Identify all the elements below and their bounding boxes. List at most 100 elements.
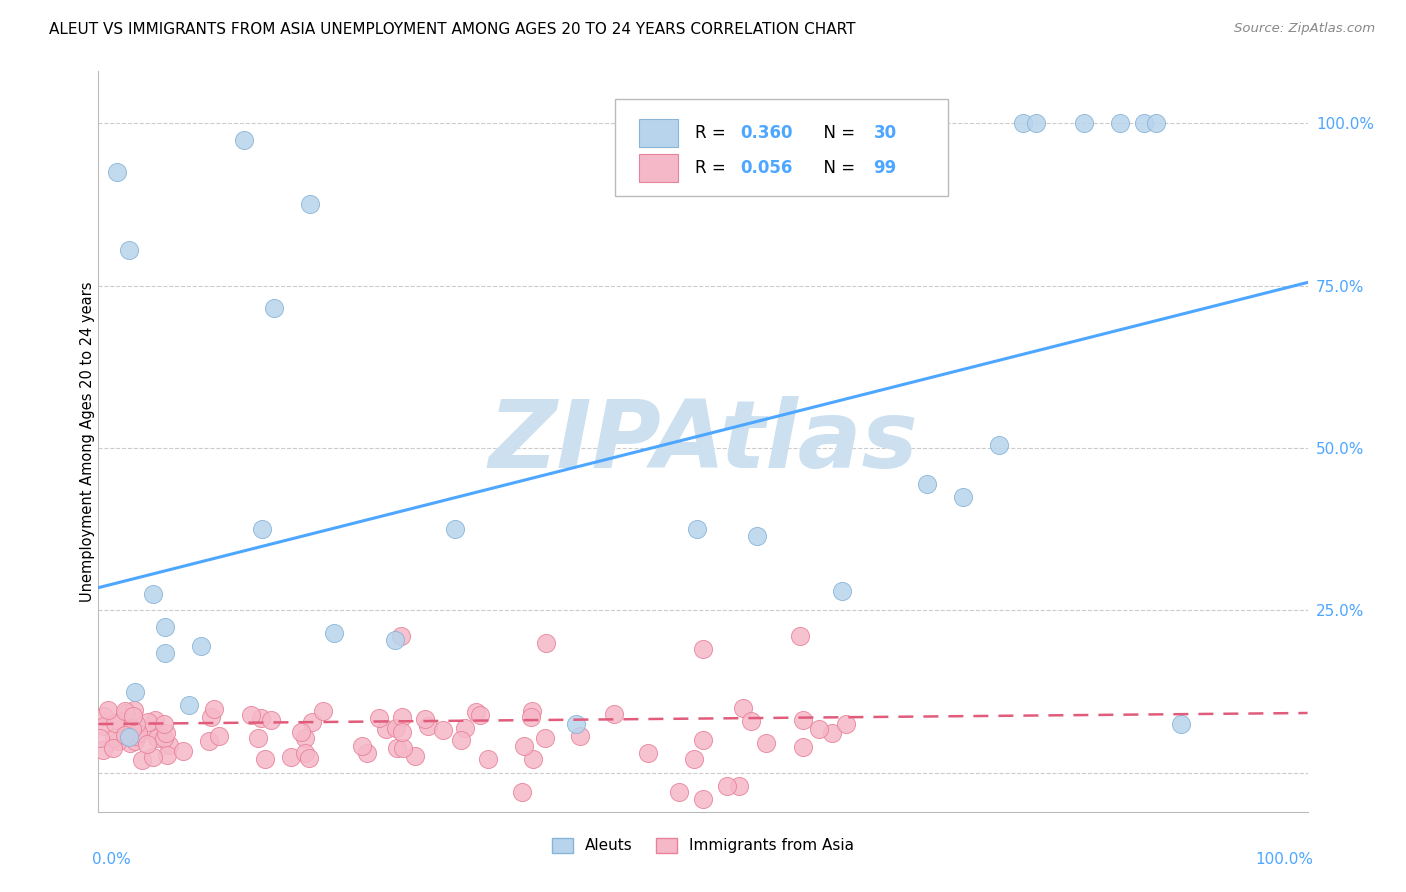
Point — [513, 739, 536, 753]
Point — [260, 713, 283, 727]
Point — [747, 529, 769, 543]
Text: 0.360: 0.360 — [741, 124, 793, 142]
Point — [789, 629, 811, 643]
Point — [510, 785, 533, 799]
Point — [103, 731, 125, 745]
Point — [603, 707, 626, 722]
Text: ZIPAtlas: ZIPAtlas — [488, 395, 918, 488]
Point — [301, 714, 323, 729]
Point — [728, 779, 751, 793]
Point — [136, 715, 159, 730]
Point — [392, 741, 415, 756]
Point — [232, 132, 254, 146]
Point — [103, 740, 125, 755]
Point — [323, 626, 346, 640]
Point — [389, 629, 412, 643]
Point — [142, 750, 165, 764]
Point — [375, 722, 398, 736]
Point — [391, 710, 413, 724]
Point — [692, 733, 714, 747]
Point — [127, 729, 149, 743]
Point — [418, 718, 440, 732]
Point — [202, 702, 225, 716]
Point — [124, 684, 146, 698]
Point — [105, 165, 128, 179]
Point — [179, 698, 201, 712]
Point — [413, 712, 436, 726]
Point — [190, 639, 212, 653]
Point — [637, 746, 659, 760]
Point — [250, 522, 273, 536]
Point — [1146, 116, 1168, 130]
Point — [692, 642, 714, 657]
Point — [294, 731, 316, 745]
Point — [240, 708, 263, 723]
Point — [121, 722, 143, 736]
Point — [131, 753, 153, 767]
Point — [89, 731, 111, 746]
Point — [97, 703, 120, 717]
Point — [716, 779, 738, 793]
Text: 0.0%: 0.0% — [93, 853, 131, 867]
Point — [143, 713, 166, 727]
Point — [432, 723, 454, 737]
Point — [93, 718, 115, 732]
Point — [368, 711, 391, 725]
Point — [198, 734, 221, 748]
Point — [952, 490, 974, 504]
Point — [988, 438, 1011, 452]
Point — [522, 751, 544, 765]
Point — [107, 733, 129, 747]
Point — [108, 714, 131, 729]
Point — [142, 587, 165, 601]
Point — [124, 734, 146, 748]
Text: N =: N = — [813, 124, 860, 142]
Point — [686, 522, 709, 536]
Point — [294, 746, 316, 760]
Point — [157, 739, 180, 753]
Point — [118, 730, 141, 744]
Point — [247, 731, 270, 745]
Point — [682, 752, 704, 766]
Point — [821, 725, 844, 739]
Point — [120, 736, 142, 750]
Point — [1073, 116, 1095, 130]
Point — [915, 476, 938, 491]
Point — [1109, 116, 1132, 130]
Point — [522, 704, 544, 718]
Point — [125, 717, 148, 731]
Point — [122, 708, 145, 723]
Point — [384, 632, 406, 647]
Point — [136, 737, 159, 751]
Point — [831, 583, 853, 598]
Point — [450, 733, 472, 747]
FancyBboxPatch shape — [638, 119, 678, 147]
Point — [569, 729, 592, 743]
Point — [118, 243, 141, 257]
Point — [740, 714, 762, 728]
Text: N =: N = — [813, 159, 860, 177]
Point — [153, 646, 176, 660]
Point — [533, 731, 555, 745]
Point — [404, 749, 426, 764]
Point — [120, 720, 142, 734]
FancyBboxPatch shape — [638, 153, 678, 182]
Point — [1012, 116, 1035, 130]
Point — [477, 751, 499, 765]
Point — [124, 729, 146, 743]
Text: 100.0%: 100.0% — [1256, 853, 1313, 867]
Point — [254, 752, 277, 766]
Point — [692, 791, 714, 805]
Point — [453, 721, 475, 735]
Point — [792, 713, 814, 727]
Point — [391, 725, 413, 739]
Text: 30: 30 — [873, 124, 897, 142]
Point — [299, 197, 322, 211]
FancyBboxPatch shape — [614, 99, 949, 195]
Point — [127, 725, 149, 739]
Point — [520, 709, 543, 723]
Point — [356, 746, 378, 760]
Point — [385, 740, 408, 755]
Point — [1170, 717, 1192, 731]
Point — [444, 522, 467, 536]
